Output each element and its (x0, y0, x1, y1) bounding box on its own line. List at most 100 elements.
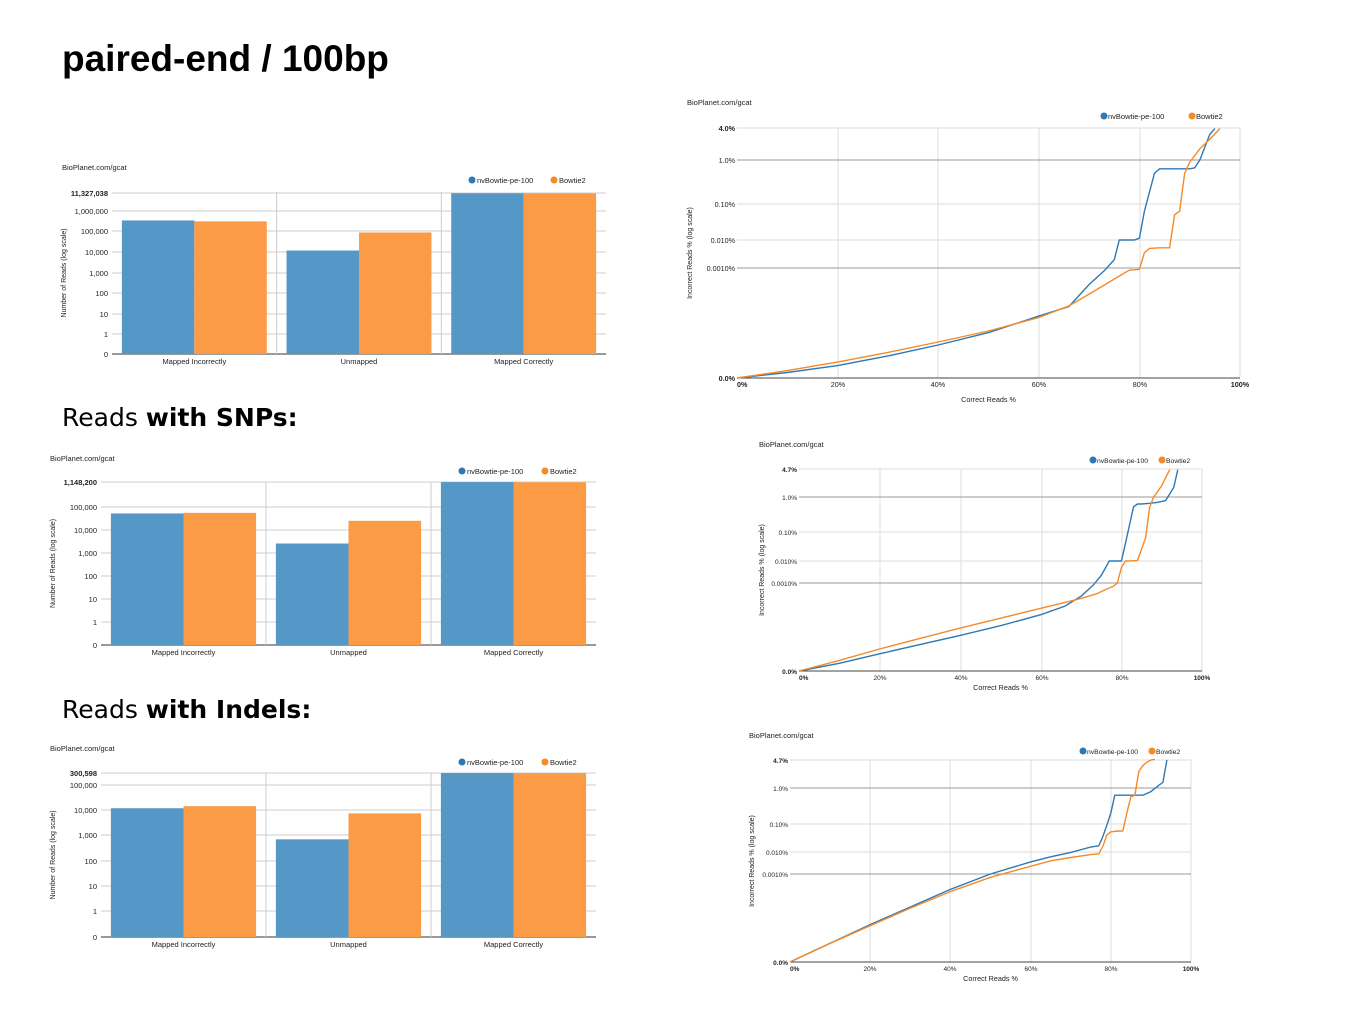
y-axis-title: Number of Reads (log scale) (61, 228, 68, 317)
legend-marker (468, 176, 476, 184)
chart-source-label: BioPlanet.com/gcat (749, 731, 815, 740)
x-tick-label: 40% (954, 675, 967, 682)
x-tick-label: 60% (1035, 675, 1048, 682)
chart-source-label: BioPlanet.com/gcat (687, 98, 753, 107)
x-category-label: Mapped Incorrectly (162, 357, 226, 366)
bar-bowtie2 (183, 512, 257, 645)
y-tick-label: 10 (89, 595, 97, 604)
y-tick-label: 1.0% (773, 786, 788, 793)
x-tick-label: 0% (799, 675, 809, 682)
y-tick-label: 0.010% (766, 850, 788, 857)
y-tick-label: 4.7% (773, 758, 788, 765)
series-line-nvbowtie-pe-100 (789, 759, 1168, 963)
y-tick-label: 1,000 (78, 549, 97, 558)
y-tick-label: 10,000 (74, 806, 97, 815)
x-tick-label: 0% (737, 380, 748, 389)
x-axis-title: Correct Reads % (961, 395, 1016, 404)
y-tick-label: 0.010% (711, 236, 736, 245)
y-tick-label: 10,000 (74, 526, 97, 535)
y-tick-label: 0.0% (719, 374, 736, 383)
bar-nvbowtie-pe-100 (451, 193, 524, 354)
chart-source-label: BioPlanet.com/gcat (50, 454, 116, 463)
bar-bowtie2 (513, 773, 587, 937)
legend-label: nvBowtie-pe-100 (1087, 749, 1138, 756)
x-tick-label: 80% (1104, 966, 1117, 973)
y-tick-label: 0.0% (773, 960, 788, 967)
x-tick-label: 100% (1183, 966, 1200, 973)
y-tick-label: 1,148,200 (64, 478, 97, 487)
y-axis-title: Number of Reads (log scale) (50, 810, 57, 899)
bar-nvbowtie-pe-100 (275, 839, 349, 937)
legend-marker (541, 467, 549, 475)
section-heading-bold: with Indels: (145, 695, 312, 724)
y-tick-label: 4.0% (719, 124, 736, 133)
section-heading-prefix: Reads (62, 403, 146, 432)
y-tick-label: 100,000 (81, 227, 108, 236)
y-tick-label: 1.0% (719, 156, 736, 165)
x-tick-label: 80% (1115, 675, 1128, 682)
legend-marker (1148, 747, 1156, 755)
x-axis-title: Correct Reads % (963, 974, 1018, 983)
y-tick-label: 10 (100, 310, 108, 319)
legend-label: Bowtie2 (550, 758, 577, 767)
series-line-bowtie2 (736, 128, 1221, 379)
y-tick-label: 0 (104, 350, 108, 359)
x-tick-label: 60% (1032, 380, 1047, 389)
x-tick-label: 40% (943, 966, 956, 973)
x-category-label: Mapped Incorrectly (152, 940, 216, 949)
bar-nvbowtie-pe-100 (286, 250, 359, 354)
legend-marker (1100, 112, 1108, 120)
x-tick-label: 0% (790, 966, 800, 973)
chart-source-label: BioPlanet.com/gcat (759, 440, 825, 449)
y-tick-label: 10 (89, 882, 97, 891)
legend-label: nvBowtie-pe-100 (467, 758, 523, 767)
legend-label: nvBowtie-pe-100 (1097, 458, 1148, 465)
bar-nvbowtie-pe-100 (110, 808, 184, 937)
x-axis-title: Correct Reads % (973, 683, 1028, 692)
y-tick-label: 1,000,000 (75, 207, 108, 216)
bar-bowtie2 (513, 482, 587, 645)
y-tick-label: 4.7% (782, 467, 797, 474)
legend-marker (458, 467, 466, 475)
x-tick-label: 60% (1024, 966, 1037, 973)
y-tick-label: 100 (84, 857, 97, 866)
legend-marker (541, 758, 549, 766)
y-tick-label: 1.0% (782, 495, 797, 502)
bar-nvbowtie-pe-100 (110, 513, 184, 645)
y-tick-label: 0.0% (782, 669, 797, 676)
bar-bowtie2 (183, 806, 257, 937)
y-tick-label: 0 (93, 933, 97, 942)
legend-marker (458, 758, 466, 766)
x-category-label: Unmapped (330, 648, 367, 657)
series-line-nvbowtie-pe-100 (736, 128, 1216, 379)
bar-bowtie2 (348, 520, 422, 645)
x-tick-label: 20% (873, 675, 886, 682)
x-category-label: Mapped Incorrectly (152, 648, 216, 657)
x-category-label: Mapped Correctly (484, 648, 543, 657)
y-tick-label: 100,000 (70, 503, 97, 512)
slide-title: paired-end / 100bp (62, 38, 389, 79)
chart-source-label: BioPlanet.com/gcat (62, 163, 128, 172)
x-tick-label: 40% (931, 380, 946, 389)
x-tick-label: 100% (1231, 380, 1250, 389)
bar-bowtie2 (359, 232, 432, 354)
y-tick-label: 1 (93, 907, 97, 916)
legend-marker (1079, 747, 1087, 755)
section-heading-prefix: Reads (62, 695, 146, 724)
bar-bowtie2 (348, 813, 422, 937)
legend-marker (1188, 112, 1196, 120)
x-category-label: Unmapped (330, 940, 367, 949)
y-tick-label: 0.10% (715, 200, 736, 209)
section-heading-bold: with SNPs: (145, 403, 298, 432)
legend-label: nvBowtie-pe-100 (1108, 112, 1164, 121)
bar-nvbowtie-pe-100 (121, 220, 195, 354)
bar-bowtie2 (523, 193, 597, 354)
y-tick-label: 0.0010% (707, 264, 736, 273)
legend-marker (1089, 456, 1097, 464)
y-tick-label: 0.10% (779, 530, 798, 537)
legend-label: Bowtie2 (1196, 112, 1223, 121)
